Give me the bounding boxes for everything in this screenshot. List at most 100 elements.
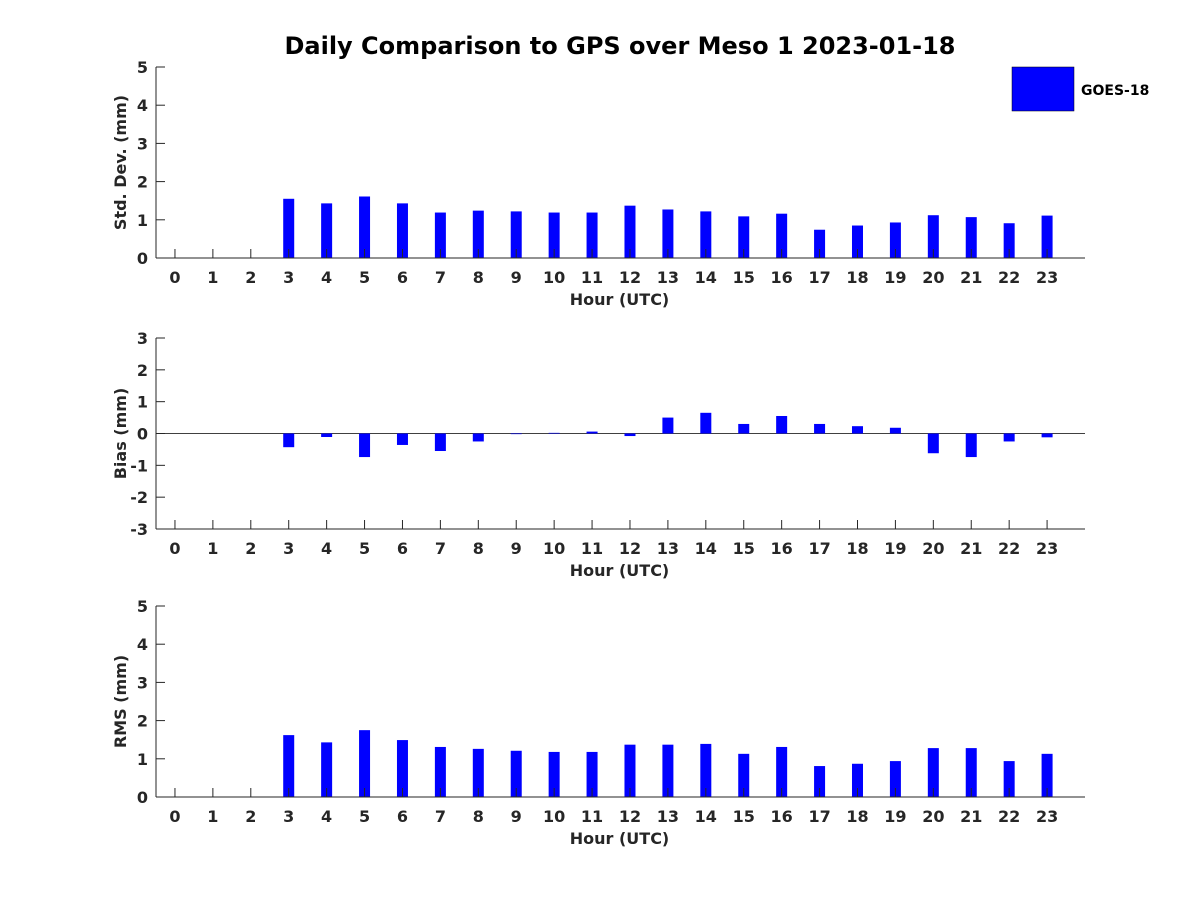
std-dev-bar-hour-18 [851,225,863,258]
bias-xtick-label: 8 [473,539,484,558]
rms-xtick-label: 23 [1036,807,1058,826]
std-dev-xtick-label: 2 [245,268,256,287]
bias-xtick-label: 15 [733,539,755,558]
rms-bar-hour-21 [965,748,977,797]
bias-bar-hour-22 [1003,433,1015,442]
std-dev-bar-hour-11 [586,212,598,258]
std-dev-bar-hour-12 [624,205,636,258]
bias-bar-hour-19 [889,427,901,434]
std-dev-ytick-label: 0 [137,249,148,268]
rms-xtick-label: 6 [397,807,408,826]
rms-bar-hour-10 [548,751,560,797]
bias-bar-hour-9 [510,433,522,435]
rms-ylabel: RMS (mm) [111,655,130,748]
std-dev-bar-hour-4 [321,203,333,258]
std-dev-xtick-label: 12 [619,268,641,287]
rms-ytick-label: 1 [137,750,148,769]
bias-ytick-label: 3 [137,329,148,348]
bias-bar-hour-7 [434,433,446,452]
bias-xtick-label: 2 [245,539,256,558]
rms-xtick-label: 9 [511,807,522,826]
bias-xtick-label: 21 [960,539,982,558]
bias-xtick-label: 5 [359,539,370,558]
bias-xtick-label: 4 [321,539,332,558]
bias-xtick-label: 23 [1036,539,1058,558]
std-dev-bar-hour-20 [927,215,939,258]
bias-ytick-label: -3 [130,520,148,539]
bias-bar-hour-5 [359,433,371,458]
std-dev-bar-hour-17 [814,229,826,258]
bias-xtick-label: 3 [283,539,294,558]
rms-bar-hour-19 [889,761,901,797]
std-dev-ytick-label: 5 [137,58,148,77]
bias-xtick-label: 9 [511,539,522,558]
bias-ytick-label: 2 [137,361,148,380]
rms-bar-hour-7 [434,746,446,797]
std-dev-bar-hour-6 [396,203,408,258]
rms-xtick-label: 1 [207,807,218,826]
std-dev-bar-hour-23 [1041,215,1053,258]
bias-bar-hour-11 [586,431,598,434]
std-dev-xtick-label: 14 [695,268,717,287]
bias-xtick-label: 12 [619,539,641,558]
bias-bar-hour-16 [776,415,788,434]
bias-xtick-label: 7 [435,539,446,558]
std-dev-xtick-label: 6 [397,268,408,287]
std-dev-xtick-label: 0 [169,268,180,287]
std-dev-xtick-label: 19 [884,268,906,287]
bias-xtick-label: 11 [581,539,603,558]
legend-label-goes-18: GOES-18 [1081,83,1149,99]
bias-bar-hour-14 [700,412,712,434]
std-dev-bar-hour-8 [472,210,484,258]
std-dev-xlabel: Hour (UTC) [570,290,670,309]
std-dev-bar-hour-19 [889,222,901,258]
rms-bar-hour-8 [472,748,484,797]
bias-bar-hour-15 [738,423,750,434]
rms-xtick-label: 0 [169,807,180,826]
rms-xtick-label: 2 [245,807,256,826]
rms-xtick-label: 10 [543,807,565,826]
rms-xtick-label: 11 [581,807,603,826]
rms-bar-hour-16 [776,746,788,797]
std-dev-bar-hour-7 [434,212,446,258]
bias-bar-hour-20 [927,433,939,454]
rms-xtick-label: 12 [619,807,641,826]
rms-bar-hour-11 [586,751,598,797]
bias-bar-hour-6 [396,433,408,445]
bias-xtick-label: 20 [922,539,944,558]
std-dev-xtick-label: 3 [283,268,294,287]
std-dev-xtick-label: 5 [359,268,370,287]
bias-xtick-label: 17 [808,539,830,558]
std-dev-bar-hour-5 [359,196,371,258]
std-dev-xtick-label: 7 [435,268,446,287]
bias-xtick-label: 14 [695,539,717,558]
rms-xtick-label: 5 [359,807,370,826]
rms-xtick-label: 22 [998,807,1020,826]
bias-xtick-label: 16 [771,539,793,558]
std-dev-ytick-label: 3 [137,134,148,153]
std-dev-xtick-label: 15 [733,268,755,287]
rms-xtick-label: 19 [884,807,906,826]
rms-bar-hour-6 [396,740,408,797]
bias-ytick-label: 0 [137,425,148,444]
rms-xtick-label: 14 [695,807,717,826]
rms-xtick-label: 7 [435,807,446,826]
std-dev-bar-hour-22 [1003,223,1015,258]
bias-xtick-label: 13 [657,539,679,558]
bias-bar-hour-23 [1041,433,1053,438]
std-dev-xtick-label: 17 [808,268,830,287]
bias-bar-hour-18 [851,426,863,434]
bias-xtick-label: 19 [884,539,906,558]
bias-bar-hour-21 [965,433,977,458]
bias-xtick-label: 10 [543,539,565,558]
bias-xtick-label: 1 [207,539,218,558]
std-dev-bar-hour-9 [510,211,522,258]
rms-bar-hour-17 [814,766,826,797]
std-dev-xtick-label: 9 [511,268,522,287]
std-dev-xtick-label: 20 [922,268,944,287]
rms-ytick-label: 0 [137,788,148,807]
std-dev-xtick-label: 4 [321,268,332,287]
rms-xtick-label: 4 [321,807,332,826]
std-dev-xtick-label: 13 [657,268,679,287]
